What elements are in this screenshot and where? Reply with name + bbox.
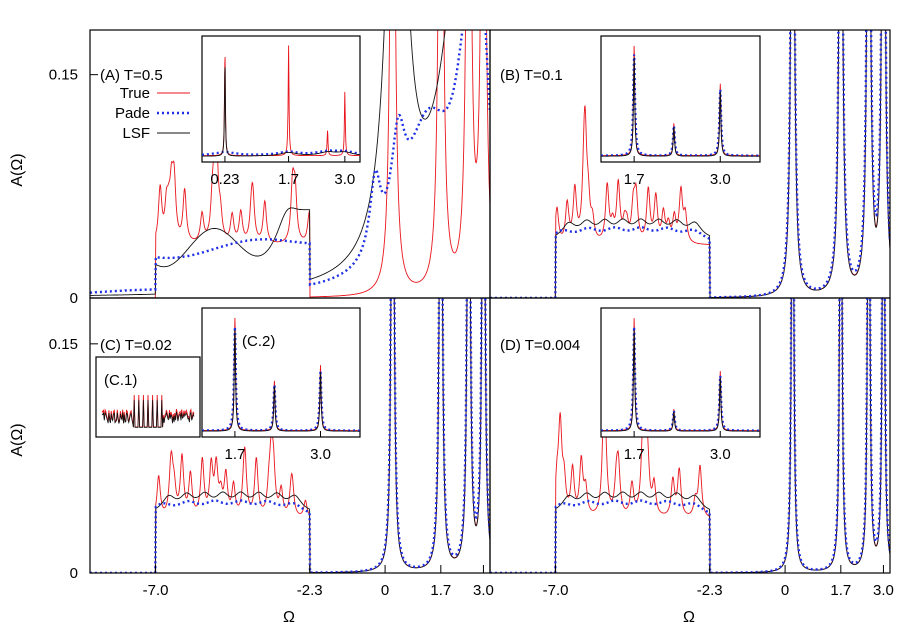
x-tick-label: -2.3 (297, 582, 323, 599)
plot-area (490, 298, 890, 573)
series-pade-line (490, 30, 890, 298)
panel-title: (B) T=0.1 (500, 67, 563, 84)
inset-pade-line (600, 54, 760, 157)
inset-frame (201, 307, 361, 438)
inset-frame (201, 35, 361, 163)
y-tick-label: 0 (70, 290, 78, 307)
inset-lsf-line (202, 67, 361, 157)
inset-a: 0.23 1.7 3.0 (201, 35, 361, 188)
panels: 00.15 (A) T=0.50.23 1.7 3.0(B) T=0.11.7 3.00… (49, 29, 894, 599)
inset-label-c2: (C.2) (242, 333, 275, 350)
x-tick-label: 0 (381, 582, 389, 599)
y-tick-label: 0 (70, 565, 78, 582)
plot-area (490, 30, 890, 298)
panel-title: (D) T=0.004 (500, 337, 580, 354)
inset-x-tick-label: 1.7 (278, 171, 299, 188)
legend: True Pade LSF (115, 85, 190, 142)
inset-x-tick-label: 3.0 (310, 446, 331, 463)
inset-pade-line (202, 149, 361, 156)
plot-frame (489, 297, 891, 574)
inset-frame (600, 307, 761, 438)
x-tick-label: -7.0 (543, 582, 569, 599)
inset-c1-true-line (101, 394, 195, 428)
legend-label-lsf: LSF (122, 125, 150, 142)
series-true-line (90, 30, 490, 298)
inset-c1-lsf-line (101, 400, 195, 428)
inset-b: 1.7 3.0 (600, 35, 761, 188)
inset-x-tick-label: 1.7 (624, 446, 645, 463)
panel-a: 0 0.15 (A) T=0.5 0.23 1.7 3.0 (49, 29, 491, 307)
x-axis-label-left: Ω (283, 609, 295, 626)
plot-area (90, 30, 490, 298)
plot-area (90, 298, 490, 573)
inset-lsf-line (601, 57, 760, 157)
panel-title: (C) T=0.02 (100, 337, 172, 354)
inset-c: 1.7 3.0 (C.2) (201, 307, 361, 463)
x-tick-label: 3.0 (473, 582, 494, 599)
x-axis-label-right: Ω (683, 609, 695, 626)
x-tick-label: -2.3 (697, 582, 723, 599)
inset-c1: (C.1) (95, 356, 201, 438)
y-tick-label: 0.15 (49, 336, 78, 353)
legend-label-true: True (120, 85, 150, 102)
inset-label-c1: (C.1) (104, 372, 137, 389)
x-tick-label: 1.7 (830, 582, 851, 599)
panel-title: (A) T=0.5 (100, 67, 163, 84)
series-pade-line (90, 298, 490, 573)
inset-x-tick-label: 0.23 (210, 171, 239, 188)
inset-pade-line (202, 326, 360, 432)
inset-x-tick-label: 1.7 (224, 446, 245, 463)
inset-lsf-line (601, 329, 760, 432)
y-axis-label-top: A(Ω) (9, 153, 26, 186)
series-lsf-line (490, 30, 890, 298)
y-axis-label-bottom: A(Ω) (9, 423, 26, 456)
x-tick-label: 0 (781, 582, 789, 599)
inset-x-tick-label: 3.0 (710, 171, 731, 188)
x-tick-label: -7.0 (143, 582, 169, 599)
y-tick-label: 0.15 (49, 67, 78, 84)
inset-d: 1.7 3.0 (600, 307, 761, 463)
inset-x-tick-label: 3.0 (710, 446, 731, 463)
legend-label-pade: Pade (115, 105, 150, 122)
inset-pade-line (601, 326, 760, 432)
x-tick-label: 3.0 (873, 582, 894, 599)
panel-d: -7.0 -2.3 0 1.7 3.0 (D) T=0.004 1.7 3.0 (489, 297, 894, 599)
inset-x-tick-label: 1.7 (624, 171, 645, 188)
x-tick-label: 1.7 (430, 582, 451, 599)
series-pade-line (490, 298, 890, 573)
series-pade-line (90, 30, 490, 294)
panel-b: (B) T=0.1 1.7 3.0 (489, 29, 891, 299)
panel-c: 0 0.15 -7.0 -2.3 0 1.7 3.0 (C) T=0.02 1.7 3.0 (C.2… (49, 297, 494, 599)
inset-lsf-line (202, 329, 360, 432)
inset-frame (600, 35, 761, 163)
inset-x-tick-label: 3.0 (334, 171, 355, 188)
